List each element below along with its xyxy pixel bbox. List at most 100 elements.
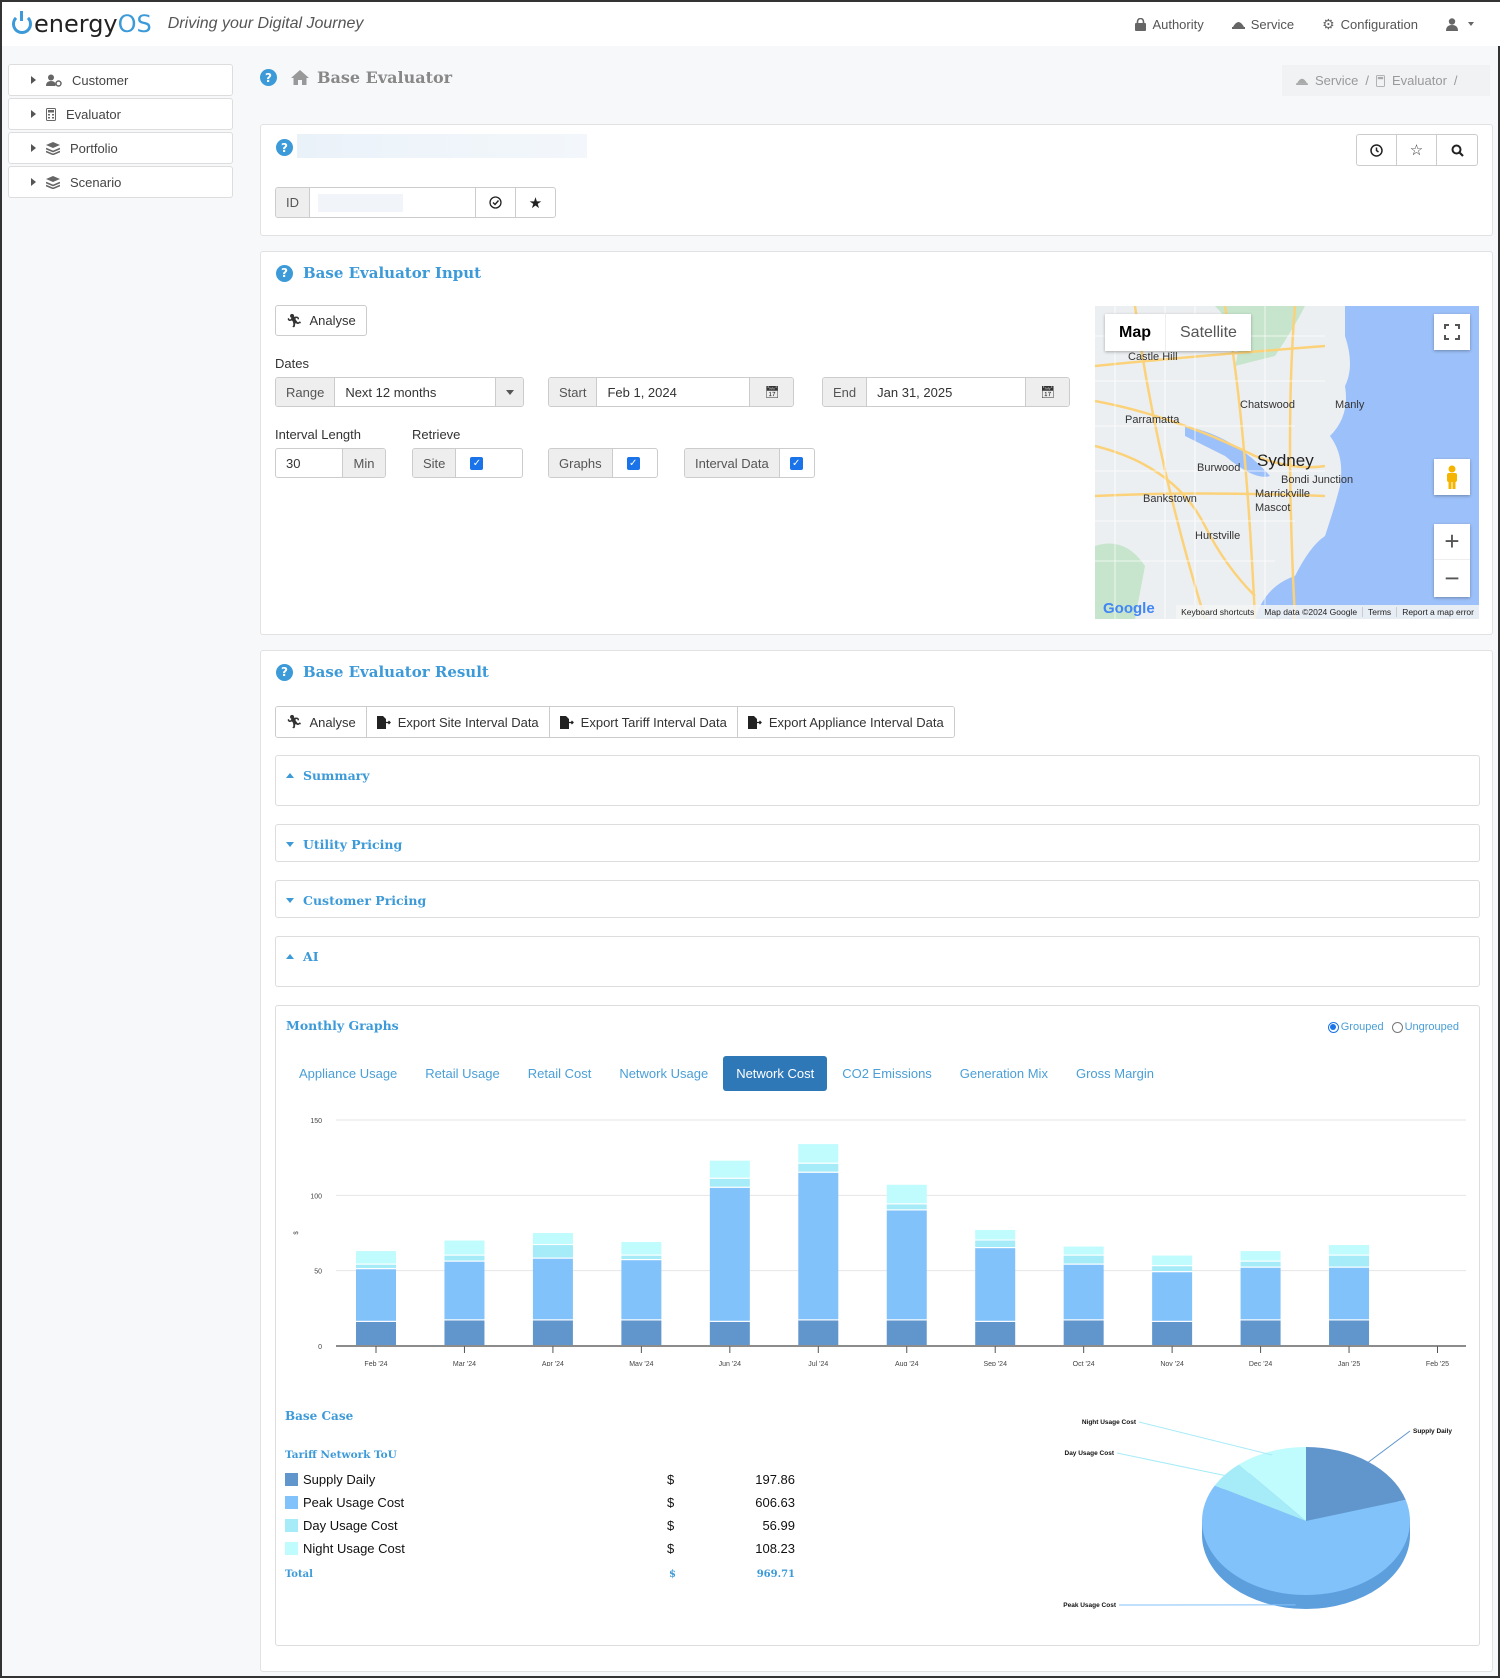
analyse-button[interactable]: 🏃︎ Analyse (275, 305, 367, 336)
radio-selected-icon (1327, 1021, 1339, 1033)
summary-toggle[interactable]: Summary (276, 756, 1479, 783)
street-view-button[interactable] (1434, 459, 1470, 495)
nav-configuration[interactable]: ⚙ Configuration (1322, 15, 1418, 32)
ai-toggle[interactable]: AI (276, 937, 1479, 964)
range-select[interactable]: Range Next 12 months (275, 377, 525, 407)
id-label: ID (276, 188, 310, 217)
breadcrumb-evaluator[interactable]: Evaluator (1391, 73, 1447, 88)
base-case-row: Peak Usage Cost $606.63 (285, 1491, 795, 1514)
map-type-control: Map Satellite (1105, 314, 1251, 351)
retrieve-site: Site ✓ (412, 448, 524, 478)
svg-text:Jul '24: Jul '24 (808, 1361, 828, 1366)
sidebar-item-evaluator[interactable]: Evaluator (8, 98, 233, 130)
tariff-title: Tariff Network ToU (285, 1449, 397, 1461)
dates-label: Dates (275, 356, 309, 371)
svg-text:Jun '24: Jun '24 (719, 1361, 741, 1366)
tab-gross-margin[interactable]: Gross Margin (1075, 1066, 1154, 1081)
tab-generation-mix[interactable]: Generation Mix (959, 1066, 1048, 1081)
zoom-controls: + − (1434, 524, 1470, 597)
report-map-error-link[interactable]: Report a map error (1396, 607, 1479, 617)
interval-data-checkbox[interactable]: ✓ (789, 456, 803, 470)
start-date-input[interactable]: Start Feb 1, 2024 📅︎ (548, 377, 795, 407)
monthly-graphs-title: Monthly Graphs (286, 1018, 399, 1033)
tab-co2-emissions[interactable]: CO2 Emissions (842, 1066, 932, 1081)
tab-retail-cost[interactable]: Retail Cost (527, 1066, 592, 1081)
history-button[interactable] (1357, 135, 1397, 165)
grouped-radio[interactable]: Grouped (1327, 1021, 1384, 1033)
tab-network-cost[interactable]: Network Cost (723, 1056, 828, 1091)
map[interactable]: Map Satellite Sydney Castle Hill Chatswo… (1095, 306, 1479, 619)
id-input[interactable] (310, 188, 475, 217)
export-tariff-interval-button[interactable]: Export Tariff Interval Data (549, 707, 738, 737)
utility-pricing-toggle[interactable]: Utility Pricing (276, 825, 1479, 852)
help-icon[interactable]: ? (276, 663, 293, 681)
base-case-row: Supply Daily $197.86 (285, 1468, 795, 1491)
map-type-satellite[interactable]: Satellite (1180, 323, 1237, 341)
total-currency: $ (669, 1569, 676, 1580)
service-bell-icon (1296, 78, 1308, 85)
keyboard-shortcuts-link[interactable]: Keyboard shortcuts (1181, 607, 1255, 617)
file-export-icon (376, 715, 391, 729)
svg-text:Mar '24: Mar '24 (453, 1361, 476, 1366)
export-appliance-interval-button[interactable]: Export Appliance Interval Data (737, 707, 954, 737)
star-button[interactable]: ★ (515, 188, 555, 217)
legend-swatch (285, 1473, 298, 1486)
file-export-icon (559, 715, 574, 729)
interval-length-input[interactable]: 30 Min (275, 448, 386, 478)
zoom-in-button[interactable]: + (1434, 524, 1470, 560)
service-bell-icon (1231, 22, 1245, 29)
favorite-button[interactable]: ☆ (1397, 135, 1437, 165)
customer-pricing-toggle[interactable]: Customer Pricing (276, 881, 1479, 908)
help-icon[interactable]: ? (276, 264, 293, 282)
svg-text:May '24: May '24 (629, 1361, 653, 1366)
legend-swatch (285, 1542, 298, 1555)
svg-text:Day Usage Cost: Day Usage Cost (1065, 1450, 1115, 1457)
map-type-map[interactable]: Map (1105, 314, 1166, 351)
nav-service[interactable]: Service (1231, 17, 1294, 32)
sidebar-item-portfolio[interactable]: Portfolio (8, 132, 233, 164)
ungrouped-radio[interactable]: Ungrouped (1391, 1021, 1459, 1033)
tab-retail-usage[interactable]: Retail Usage (425, 1066, 500, 1081)
network-cost-bar-chart: 0 50 100 150 $ Feb '24 Mar '24 Apr '24 May '24 Ju… (294, 1118, 1466, 1366)
search-icon (1451, 144, 1464, 157)
tab-appliance-usage[interactable]: Appliance Usage (299, 1066, 398, 1081)
validate-button[interactable] (475, 188, 515, 217)
help-icon[interactable]: ? (260, 69, 277, 86)
svg-text:Feb '24: Feb '24 (364, 1361, 387, 1366)
top-nav: Authority Service ⚙ Configuration (1135, 2, 1474, 46)
top-bar: energy OS Driving your Digital Journey Au… (2, 2, 1500, 46)
fullscreen-icon (1444, 324, 1460, 340)
export-site-interval-button[interactable]: Export Site Interval Data (366, 707, 550, 737)
fullscreen-button[interactable] (1434, 314, 1470, 350)
search-button[interactable] (1437, 135, 1477, 165)
calendar-icon[interactable]: 📅︎ (1025, 378, 1070, 406)
star-icon: ★ (528, 194, 543, 212)
breadcrumb-service[interactable]: Service (1315, 73, 1359, 88)
star-outline-icon: ☆ (1409, 142, 1424, 159)
help-icon[interactable]: ? (276, 139, 293, 156)
calendar-icon[interactable]: 📅︎ (749, 378, 794, 406)
place-label: Mascot (1255, 502, 1291, 514)
monthly-graphs: Monthly Graphs Grouped Ungrouped Applian… (275, 1005, 1480, 1646)
chevron-down-icon (1468, 22, 1474, 26)
nav-authority[interactable]: Authority (1135, 17, 1204, 32)
logo[interactable]: energy OS (12, 10, 152, 38)
site-checkbox[interactable]: ✓ (470, 456, 484, 470)
terms-link[interactable]: Terms (1362, 607, 1396, 617)
analyse-button[interactable]: 🏃︎ Analyse (276, 707, 367, 737)
svg-text:Aug '24: Aug '24 (895, 1361, 919, 1366)
graphs-checkbox[interactable]: ✓ (626, 456, 640, 470)
sidebar-item-customer[interactable]: Customer (8, 64, 233, 96)
tab-network-usage[interactable]: Network Usage (619, 1066, 709, 1081)
id-input-group: ID ★ (275, 187, 556, 218)
retrieve-label: Retrieve (412, 427, 461, 442)
home-icon (291, 70, 309, 85)
user-menu[interactable] (1446, 17, 1474, 31)
calculator-icon (46, 107, 56, 121)
zoom-out-button[interactable]: − (1444, 562, 1460, 593)
input-panel: ? Base Evaluator Input 🏃︎ Analyse Dates … (260, 251, 1493, 635)
input-panel-header: ? Base Evaluator Input (276, 264, 481, 282)
end-date-input[interactable]: End Jan 31, 2025 📅︎ (822, 377, 1071, 407)
svg-text:Dec '24: Dec '24 (1249, 1361, 1273, 1366)
sidebar-item-scenario[interactable]: Scenario (8, 166, 233, 198)
